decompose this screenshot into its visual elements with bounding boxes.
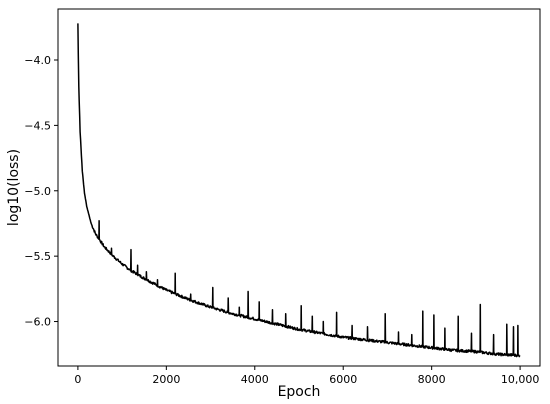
x-axis-label: Epoch	[278, 384, 321, 400]
y-tick-label: −4.5	[24, 119, 51, 132]
plot-frame	[57, 8, 541, 367]
x-tick-label: 0	[74, 373, 81, 386]
x-tick-label: 6000	[329, 373, 357, 386]
x-axis-ticks: 0 2000 4000 6000 8000 10,000	[74, 366, 539, 386]
loss-series-line	[77, 23, 521, 358]
x-tick-label: 10,000	[501, 373, 540, 386]
plot-layer	[77, 23, 521, 358]
x-tick-label: 4000	[241, 373, 269, 386]
y-tick-label: −6.0	[24, 316, 51, 329]
y-tick-label: −5.0	[24, 185, 51, 198]
y-axis-ticks: −6.0 −5.5 −5.0 −4.5 −4.0	[24, 54, 58, 329]
x-tick-label: 2000	[152, 373, 180, 386]
y-axis-label: log10(loss)	[6, 149, 22, 226]
y-tick-label: −5.5	[24, 250, 51, 263]
x-tick-label: 8000	[418, 373, 446, 386]
y-tick-label: −4.0	[24, 54, 51, 67]
